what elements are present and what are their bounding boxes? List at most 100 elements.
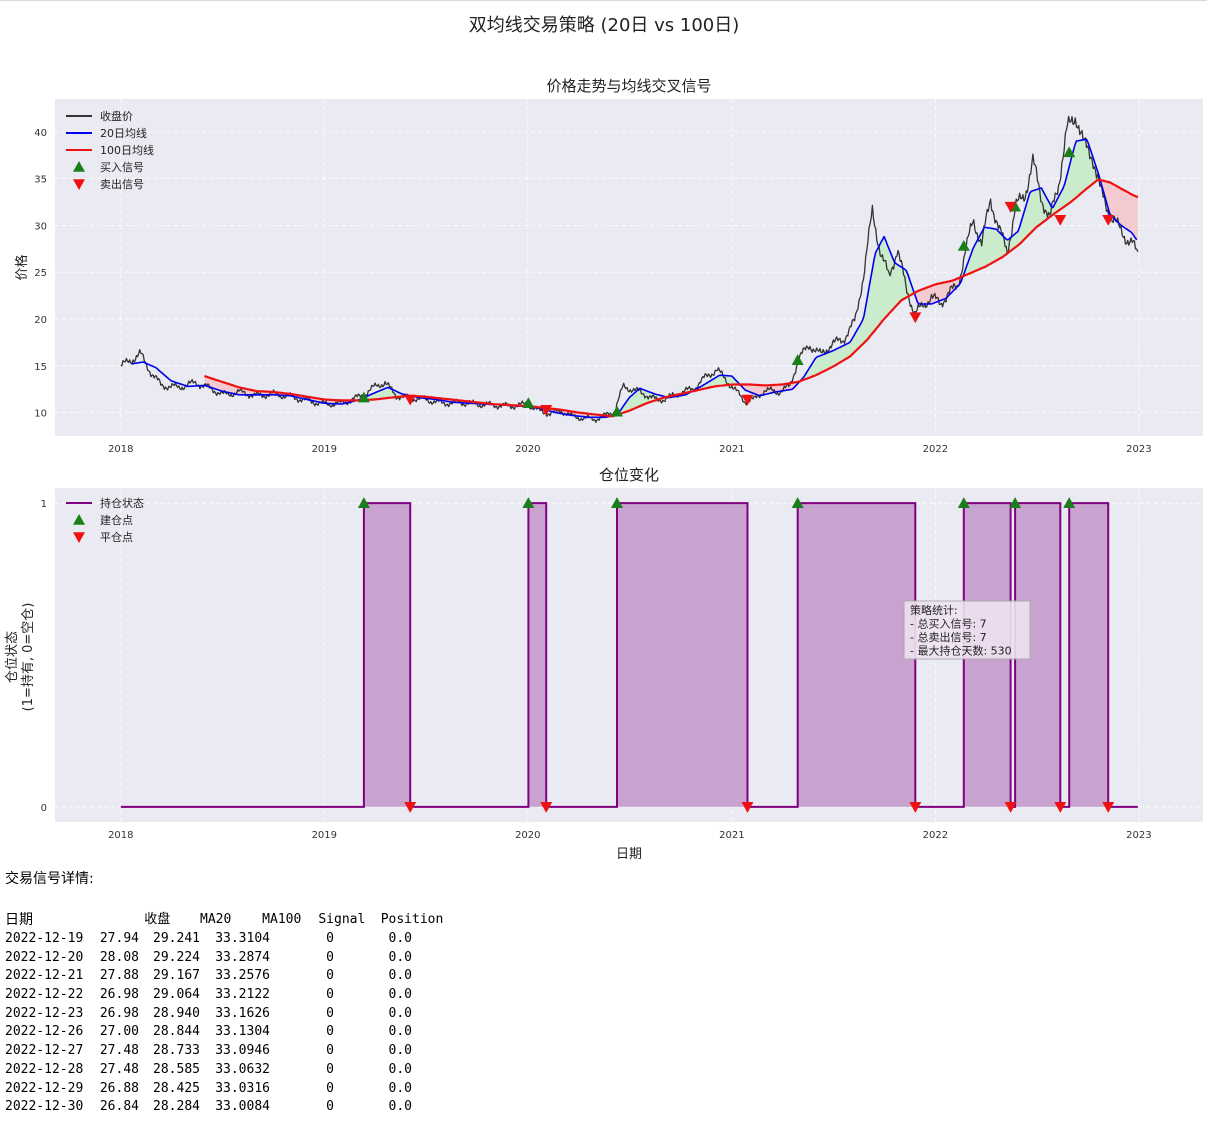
table-cell: 0 [326, 1099, 334, 1115]
row-date: 2022-12-21 [5, 968, 84, 984]
legend-marker [73, 161, 85, 172]
table-cell: 0.0 [388, 968, 412, 984]
table-cell: 0 [326, 1024, 334, 1040]
table-row: 2022-12-20 28.08 29.224 33.2874 0 0.0 [5, 949, 1195, 968]
x-tick-label: 2020 [515, 444, 540, 455]
exit-marker [540, 802, 553, 813]
table-cell: 26.84 [99, 1099, 139, 1115]
table-cell: 26.98 [99, 987, 139, 1003]
x-tick-label: 2018 [108, 830, 133, 841]
stats-line: - 总卖出信号: 7 [910, 630, 987, 644]
table-cell: 27.00 [99, 1024, 139, 1040]
table-cell: 33.0084 [215, 1099, 270, 1115]
top-border [0, 0, 1207, 1]
ma20-line [131, 138, 1138, 419]
stats-box-bg [903, 600, 1031, 660]
signal-detail-output: 交易信号详情: 收盘 MA20 MA100 Signal Position 日期 202… [5, 868, 1195, 1117]
table-row: 2022-12-28 27.48 28.585 33.0632 0 0.0 [5, 1061, 1195, 1080]
sell-signal-marker [1102, 214, 1115, 226]
output-caption: 交易信号详情: [5, 871, 94, 887]
exit-marker [1004, 802, 1017, 813]
holding-fill [797, 503, 916, 807]
y-tick-label: 1 [41, 499, 47, 510]
x-tick-label: 2022 [923, 444, 948, 455]
table-cell: 0 [326, 931, 334, 946]
x-tick-label: 2022 [923, 830, 948, 841]
table-cell: 33.3104 [215, 931, 270, 946]
legend-marker [73, 532, 85, 543]
table-cell: 26.98 [99, 1005, 139, 1021]
row-date: 2022-12-28 [5, 1061, 84, 1077]
exit-marker [1102, 802, 1115, 813]
table-cell: 33.0632 [215, 1061, 270, 1077]
figure-suptitle: 双均线交易策略 (20日 vs 100日) [469, 15, 740, 36]
exit-marker [909, 802, 922, 813]
buy-signal-marker [957, 239, 970, 251]
table-cell: 29.224 [153, 949, 200, 965]
y-axis-label: 仓位状态(1=持有, 0=空仓) [5, 603, 36, 712]
y-axis-label-line: (1=持有, 0=空仓) [21, 603, 36, 712]
column-header: 收盘 [144, 912, 171, 927]
legend-label: 平仓点 [100, 530, 133, 544]
strategy-stats-box: 策略统计:- 总买入信号: 7- 总卖出信号: 7- 最大持仓天数: 530 [903, 600, 1031, 660]
table-cell: 33.2576 [215, 968, 270, 984]
table-cell: 27.48 [99, 1061, 139, 1077]
table-cell: 0 [326, 987, 334, 1003]
buy-signal-marker [791, 354, 804, 365]
table-cell: 33.0316 [215, 1080, 270, 1096]
y-tick-label: 15 [34, 362, 47, 373]
table-cell: 33.1304 [215, 1024, 270, 1040]
legend-label: 100日均线 [100, 143, 154, 157]
buy-signal-marker [522, 397, 535, 409]
row-date: 2022-12-30 [5, 1099, 84, 1115]
y-tick-label: 0 [41, 803, 47, 814]
sell-signal-marker [404, 394, 417, 406]
exit-marker [741, 802, 754, 813]
column-header: MA20 [200, 912, 232, 927]
price-chart: 10 15 20 25 30 35 40 2018 2019 2020 2021 2022 2023 价格… [14, 77, 1203, 455]
x-tick-label: 2020 [515, 830, 540, 841]
table-cell: 0.0 [388, 1099, 412, 1115]
y-tick-label: 30 [34, 221, 47, 232]
table-cell: 27.88 [99, 968, 139, 984]
column-header: Position [380, 912, 444, 927]
table-header: 收盘 MA20 MA100 Signal Position [5, 890, 1195, 927]
table-cell: 0.0 [388, 987, 412, 1003]
buy-signal-marker [357, 391, 370, 403]
table-cell: 28.733 [153, 1043, 200, 1059]
x-tick-label: 2019 [312, 830, 337, 841]
stats-line: - 最大持仓天数: 530 [910, 644, 1012, 658]
y-tick-label: 35 [34, 175, 47, 186]
holding-fill [363, 503, 411, 807]
sell-signal-marker [909, 312, 922, 324]
sell-signal-marker [741, 394, 754, 406]
x-tick-label: 2023 [1126, 830, 1151, 841]
column-header: MA100 [262, 912, 302, 927]
table-cell: 28.425 [153, 1080, 200, 1096]
legend-marker [73, 514, 85, 525]
entry-marker [1063, 497, 1076, 508]
table-row: 2022-12-23 26.98 28.940 33.1626 0 0.0 [5, 1005, 1195, 1024]
table-cell: 28.284 [153, 1099, 200, 1115]
table-cell: 29.064 [153, 987, 200, 1003]
bearish-fill [1101, 180, 1138, 242]
row-date: 2022-12-19 [5, 931, 84, 946]
bullish-fill [963, 139, 1101, 276]
table-cell: 28.940 [153, 1005, 200, 1021]
buy-signal-marker [1063, 146, 1076, 158]
index-name: 日期 [5, 912, 33, 928]
legend-label: 收盘价 [100, 109, 133, 123]
table-cell: 0 [326, 1005, 334, 1021]
y-axis-label: 价格 [14, 254, 30, 280]
table-cell: 0 [326, 968, 334, 984]
legend-label: 卖出信号 [100, 177, 144, 191]
legend-label: 持仓状态 [100, 496, 144, 510]
sell-signal-marker [1004, 201, 1017, 213]
entry-marker [357, 497, 370, 508]
y-tick-label: 40 [34, 128, 47, 139]
table-cell: 33.2874 [215, 949, 270, 965]
exit-marker [1054, 802, 1067, 813]
table-cell: 27.94 [99, 931, 139, 946]
x-tick-label: 2021 [719, 830, 744, 841]
stats-line: - 总买入信号: 7 [910, 617, 987, 631]
